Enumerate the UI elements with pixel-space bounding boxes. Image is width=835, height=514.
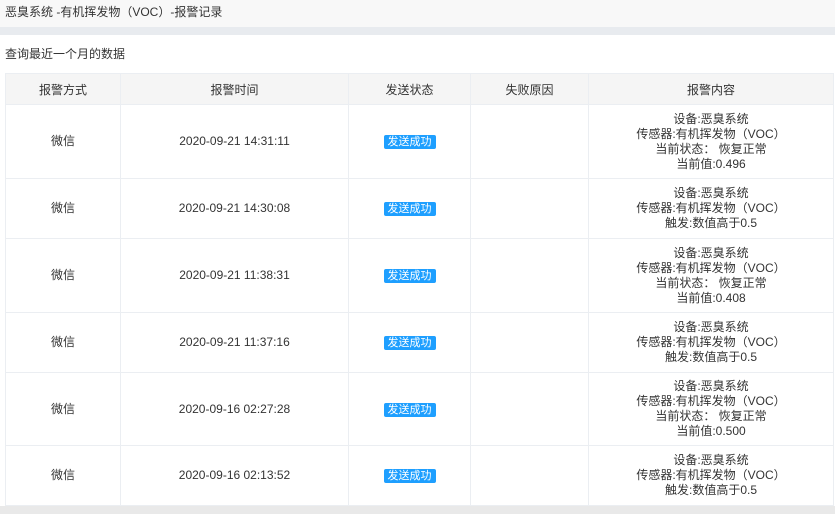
content-line: 触发:数值高于0.5 bbox=[664, 483, 758, 497]
alarm-content: 设备:恶臭系统 传感器:有机挥发物（VOC） 触发:数值高于0.5 bbox=[588, 178, 834, 239]
status-badge: 发送成功 bbox=[383, 202, 436, 216]
send-status: 发送成功 bbox=[348, 178, 471, 239]
alarm-table: 报警方式 报警时间 发送状态 失败原因 报警内容 微信 2020-09-21 14:31:… bbox=[5, 73, 834, 506]
send-status: 发送成功 bbox=[348, 104, 471, 179]
fail-reason bbox=[470, 372, 589, 446]
alarm-content: 设备:恶臭系统 传感器:有机挥发物（VOC） 触发:数值高于0.5 bbox=[588, 445, 834, 506]
content-line: 触发:数值高于0.5 bbox=[664, 350, 758, 364]
table-row: 微信 2020-09-21 14:30:08 发送成功 设备:恶臭系统 传感器:有机挥发… bbox=[5, 178, 834, 239]
alarm-method: 微信 bbox=[5, 238, 121, 313]
send-status: 发送成功 bbox=[348, 312, 471, 373]
fail-reason bbox=[470, 104, 589, 179]
content-line: 当前状态： 恢复正常 bbox=[655, 409, 767, 423]
alarm-time: 2020-09-16 02:13:52 bbox=[120, 445, 349, 506]
send-status: 发送成功 bbox=[348, 445, 471, 506]
alarm-time: 2020-09-21 14:30:08 bbox=[120, 178, 349, 239]
content-line: 设备:恶臭系统 bbox=[673, 111, 749, 126]
status-badge: 发送成功 bbox=[383, 336, 436, 350]
alarm-time: 2020-09-21 11:37:16 bbox=[120, 312, 349, 373]
fail-reason bbox=[470, 312, 589, 373]
alarm-content: 设备:恶臭系统 传感器:有机挥发物（VOC） 当前状态： 恢复正常 当前值:0.500 bbox=[588, 372, 834, 446]
divider bbox=[0, 27, 835, 35]
content-line: 设备:恶臭系统 bbox=[673, 320, 749, 334]
query-label: 查询最近一个月的数据 bbox=[5, 47, 126, 61]
alarm-method: 微信 bbox=[5, 445, 121, 506]
content-line: 当前状态： 恢复正常 bbox=[655, 141, 767, 156]
table-row: 微信 2020-09-21 11:38:31 发送成功 设备:恶臭系统 传感器:有机挥发… bbox=[5, 238, 834, 313]
table-row: 微信 2020-09-21 11:37:16 发送成功 设备:恶臭系统 传感器:有机挥发… bbox=[5, 312, 834, 373]
alarm-time: 2020-09-21 11:38:31 bbox=[120, 238, 349, 313]
content-line: 设备:恶臭系统 bbox=[673, 186, 749, 200]
alarm-method: 微信 bbox=[5, 104, 121, 179]
fail-reason bbox=[470, 238, 589, 313]
content-line: 传感器:有机挥发物（VOC） bbox=[636, 468, 786, 482]
content-line: 传感器:有机挥发物（VOC） bbox=[636, 201, 786, 215]
content-line: 当前值:0.500 bbox=[676, 424, 746, 438]
send-status: 发送成功 bbox=[348, 372, 471, 446]
page-title: 恶臭系统 -有机挥发物（VOC）-报警记录 bbox=[0, 0, 835, 27]
content-line: 传感器:有机挥发物（VOC） bbox=[636, 126, 786, 141]
send-status: 发送成功 bbox=[348, 238, 471, 313]
alarm-method: 微信 bbox=[5, 178, 121, 239]
alarm-content: 设备:恶臭系统 传感器:有机挥发物（VOC） 触发:数值高于0.5 bbox=[588, 312, 834, 373]
content-line: 设备:恶臭系统 bbox=[673, 453, 749, 467]
content-line: 当前状态： 恢复正常 bbox=[655, 275, 767, 290]
status-badge: 发送成功 bbox=[383, 135, 436, 149]
content-line: 当前值:0.496 bbox=[676, 156, 746, 171]
content-line: 传感器:有机挥发物（VOC） bbox=[636, 394, 786, 408]
fail-reason bbox=[470, 445, 589, 506]
status-badge: 发送成功 bbox=[383, 402, 436, 417]
content-line: 设备:恶臭系统 bbox=[673, 379, 749, 393]
column-header: 失败原因 bbox=[470, 73, 589, 105]
horizontal-scrollbar[interactable] bbox=[0, 506, 835, 514]
column-header: 发送状态 bbox=[348, 73, 471, 105]
content-line: 传感器:有机挥发物（VOC） bbox=[636, 260, 786, 275]
table-row: 微信 2020-09-16 02:13:52 发送成功 设备:恶臭系统 传感器:有机挥发… bbox=[5, 445, 834, 506]
alarm-method: 微信 bbox=[5, 372, 121, 446]
fail-reason bbox=[470, 178, 589, 239]
alarm-time: 2020-09-16 02:27:28 bbox=[120, 372, 349, 446]
content-line: 当前值:0.408 bbox=[676, 290, 746, 305]
status-badge: 发送成功 bbox=[383, 469, 436, 483]
alarm-content: 设备:恶臭系统 传感器:有机挥发物（VOC） 当前状态： 恢复正常 当前值:0.408 bbox=[588, 238, 834, 313]
content-line: 设备:恶臭系统 bbox=[673, 245, 749, 260]
table-row: 微信 2020-09-21 14:31:11 发送成功 设备:恶臭系统 传感器:有机挥发… bbox=[5, 104, 834, 179]
alarm-time: 2020-09-21 14:31:11 bbox=[120, 104, 349, 179]
column-header: 报警内容 bbox=[588, 73, 834, 105]
column-header: 报警方式 bbox=[5, 73, 121, 105]
content-line: 触发:数值高于0.5 bbox=[664, 216, 758, 230]
alarm-content: 设备:恶臭系统 传感器:有机挥发物（VOC） 当前状态： 恢复正常 当前值:0.496 bbox=[588, 104, 834, 179]
content-line: 传感器:有机挥发物（VOC） bbox=[636, 335, 786, 349]
column-header: 报警时间 bbox=[120, 73, 349, 105]
alarm-method: 微信 bbox=[5, 312, 121, 373]
status-badge: 发送成功 bbox=[383, 269, 436, 283]
table-row: 微信 2020-09-16 02:27:28 发送成功 设备:恶臭系统 传感器:有机挥发… bbox=[5, 372, 834, 446]
